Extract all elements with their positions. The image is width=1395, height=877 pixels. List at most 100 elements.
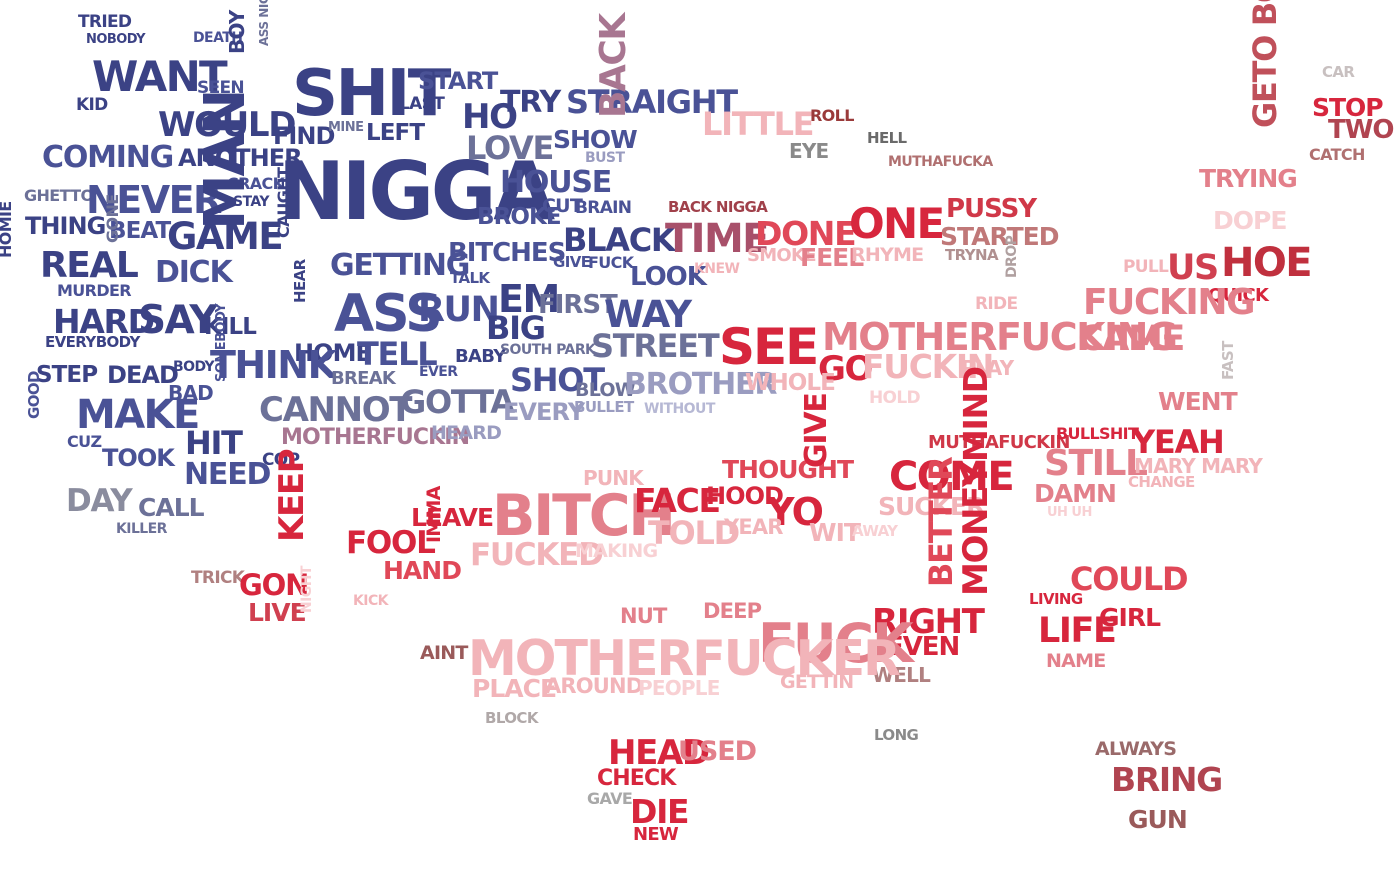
word-year: YEAR bbox=[724, 515, 783, 539]
word-thought: THOUGHT bbox=[722, 455, 854, 484]
word-long: LONG bbox=[874, 726, 919, 744]
word-rhyme: RHYME bbox=[851, 244, 924, 266]
word-show: SHOW bbox=[553, 125, 638, 154]
word-still: STILL bbox=[1044, 443, 1148, 484]
word-step: STEP bbox=[36, 362, 98, 388]
word-another: ANOTHER bbox=[178, 144, 303, 172]
word-away: AWAY bbox=[852, 522, 898, 540]
word-around: AROUND bbox=[545, 674, 643, 698]
word-gave: GAVE bbox=[587, 789, 633, 808]
word-beat: BEAT bbox=[109, 218, 171, 244]
word-would: WOULD bbox=[158, 105, 296, 145]
word-night: NIGHT bbox=[299, 566, 315, 613]
word-go: GO bbox=[818, 349, 873, 389]
word-sucker: SUCKER bbox=[878, 492, 985, 521]
word-start: START bbox=[418, 67, 498, 95]
word-come: COME bbox=[889, 454, 1015, 500]
word-motherfuckin-blue: MOTHERFUCKIN bbox=[281, 425, 470, 450]
word-damn: DAMN bbox=[1034, 479, 1117, 508]
word-seen: SEEN bbox=[197, 78, 245, 98]
word-hear: HEAR bbox=[291, 259, 309, 303]
word-look: LOOK bbox=[630, 262, 707, 292]
word-tried: TRIED bbox=[78, 12, 132, 32]
word-told: TOLD bbox=[648, 514, 740, 552]
word-house: HOUSE bbox=[500, 165, 612, 200]
word-wit: WIT bbox=[809, 518, 861, 547]
word-went: WENT bbox=[1158, 387, 1238, 416]
word-even: EVEN bbox=[886, 632, 960, 662]
word-crack: CRACK bbox=[227, 174, 285, 193]
word-somebody: SOMEBODY bbox=[214, 303, 229, 382]
word-little: LITTLE bbox=[702, 105, 815, 143]
word-right: RIGHT bbox=[872, 602, 985, 642]
word-ever: EVER bbox=[419, 364, 458, 380]
word-never: NEVER bbox=[86, 178, 222, 222]
word-give-red: GIVE bbox=[799, 393, 834, 468]
word-knew: KNEW bbox=[694, 261, 740, 277]
word-came: CAME bbox=[1078, 319, 1185, 359]
word-man: MAN bbox=[193, 90, 258, 230]
word-name: NAME bbox=[1046, 650, 1106, 672]
word-stop: STOP bbox=[1312, 93, 1384, 122]
word-find: FIND bbox=[273, 122, 335, 150]
word-fuckin: FUCKIN bbox=[862, 347, 994, 386]
word-shit: SHIT bbox=[292, 57, 451, 131]
word-tell: TELL bbox=[357, 335, 438, 373]
word-yeah: YEAH bbox=[1132, 423, 1225, 461]
word-talk: TALK bbox=[450, 269, 490, 287]
word-thing: THING bbox=[25, 212, 106, 240]
word-back: BACK bbox=[593, 14, 634, 118]
word-bullet: BULLET bbox=[574, 398, 634, 416]
word-death: DEATH bbox=[193, 30, 243, 46]
word-baby: BABY bbox=[455, 346, 506, 367]
word-bad: BAD bbox=[168, 381, 214, 405]
word-love: LOVE bbox=[466, 129, 554, 167]
word-roll: ROLL bbox=[810, 106, 854, 125]
word-hood: HOOD bbox=[706, 482, 784, 510]
word-two: TWO bbox=[1328, 115, 1394, 145]
word-big: BIG bbox=[486, 309, 546, 347]
word-killer: KILLER bbox=[116, 521, 167, 537]
word-street: STREET bbox=[591, 327, 720, 365]
word-catch: CATCH bbox=[1309, 145, 1365, 164]
word-living: LIVING bbox=[1029, 590, 1083, 608]
word-die: DIE bbox=[630, 792, 690, 831]
word-call: CALL bbox=[138, 493, 205, 522]
word-could: COULD bbox=[1070, 560, 1189, 598]
word-em: EM bbox=[498, 277, 560, 321]
word-bitches: BITCHES bbox=[448, 238, 566, 268]
word-way: WAY bbox=[604, 293, 692, 336]
word-pussy: PUSSY bbox=[946, 194, 1037, 224]
word-motherfucking: MOTHERFUCKING bbox=[822, 315, 1178, 359]
word-started: STARTED bbox=[940, 222, 1059, 251]
word-run: RUN bbox=[418, 290, 500, 330]
word-caught: CAUGHT bbox=[274, 167, 293, 238]
word-blow: BLOW bbox=[575, 379, 636, 401]
word-back-nigga: BACK NIGGA bbox=[668, 198, 768, 216]
word-geto-boy: GETO BOY bbox=[1246, 0, 1284, 128]
word-done: DONE bbox=[755, 214, 857, 253]
word-tryna: TRYNA bbox=[945, 246, 999, 264]
word-dick: DICK bbox=[155, 255, 233, 290]
word-boy-left: BOY bbox=[225, 10, 249, 54]
word-try: TRY bbox=[500, 85, 561, 120]
word-us: US bbox=[1167, 248, 1219, 288]
word-homie: HOMIE bbox=[0, 201, 15, 258]
word-head: HEAD bbox=[608, 733, 710, 773]
word-people: PEOPLE bbox=[638, 676, 720, 700]
word-always: ALWAYS bbox=[1095, 738, 1177, 760]
word-hand: HAND bbox=[383, 556, 462, 585]
word-first: FIRST bbox=[538, 290, 618, 320]
word-used: USED bbox=[678, 736, 757, 767]
word-trick: TRICK bbox=[191, 568, 245, 588]
word-smoke: SMOKE bbox=[747, 245, 817, 266]
word-ho: HO bbox=[462, 97, 518, 137]
word-muthafuckin: MUTHAFUCKIN bbox=[928, 432, 1070, 453]
word-fuck-small: FUCK bbox=[588, 253, 634, 272]
word-mine: MINE bbox=[328, 120, 364, 135]
word-fast: FAST bbox=[1219, 341, 1237, 380]
word-car: CAR bbox=[1322, 63, 1355, 81]
word-fool: FOOL bbox=[346, 525, 436, 561]
word-say: SAY bbox=[138, 298, 218, 343]
word-gettin: GETTIN bbox=[780, 671, 854, 693]
